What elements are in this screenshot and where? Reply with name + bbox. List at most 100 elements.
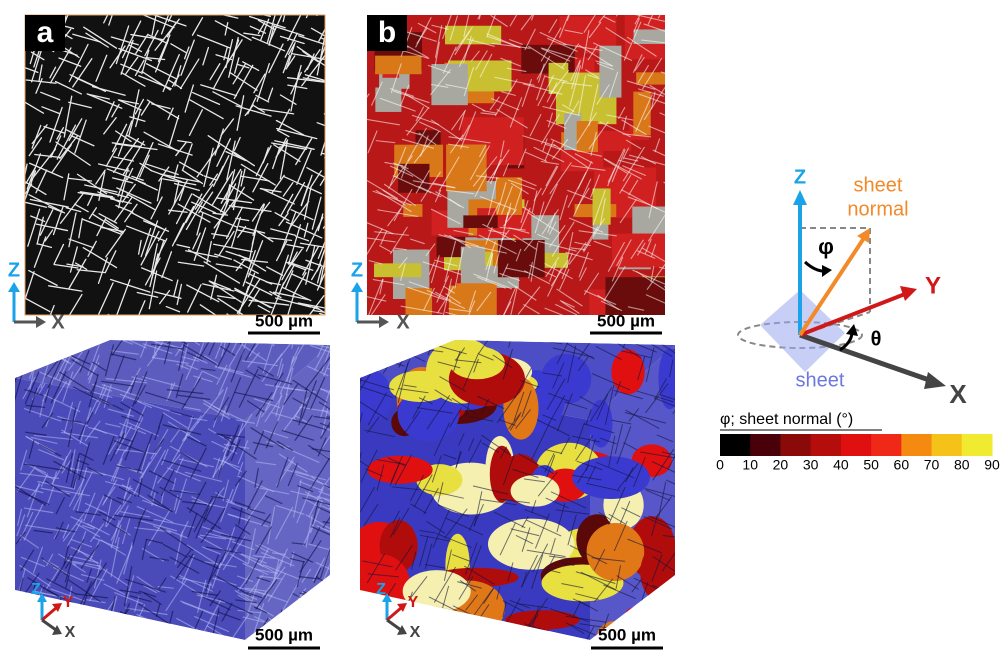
micrograph	[20, 0, 367, 332]
grain	[374, 263, 421, 277]
lamella	[82, 615, 97, 617]
lamella	[227, 314, 242, 324]
figure: a b 500 µm 500 µm Z X Z X 500 µm 500 µm …	[0, 0, 1007, 653]
grain	[463, 215, 497, 228]
axis-label: X	[396, 311, 410, 333]
angle-label: φ	[818, 234, 834, 259]
grain	[658, 348, 681, 409]
lamella	[327, 615, 353, 623]
lamella	[325, 261, 350, 264]
lamella	[322, 153, 351, 158]
colorbar-segment	[750, 434, 781, 456]
lamella	[293, 594, 321, 608]
lamella	[469, 642, 508, 648]
lamella	[151, 626, 178, 636]
lamella	[602, 0, 626, 14]
lamella	[665, 287, 695, 291]
axis-label: Y	[408, 594, 419, 611]
lamella	[191, 640, 229, 651]
lamella	[18, 325, 25, 336]
lamella	[135, 641, 159, 650]
axis-label: Z	[794, 166, 806, 188]
lamella	[449, 0, 455, 13]
lamella	[332, 467, 363, 487]
colorbar-segment	[841, 434, 872, 456]
lamella	[271, 0, 279, 10]
lamella	[36, 0, 39, 10]
lamella	[35, 328, 49, 365]
lamella	[660, 267, 699, 275]
lamella	[326, 612, 330, 630]
panel-label: a	[37, 16, 54, 49]
colorbar-segment	[962, 434, 993, 456]
colorbar-title: φ; sheet normal (°)	[720, 411, 853, 428]
lamella	[666, 276, 677, 298]
lamella	[296, 612, 333, 618]
lamella	[45, 341, 79, 361]
lamella	[90, 615, 102, 642]
lamella	[465, 624, 498, 644]
lamella	[108, 314, 142, 331]
lamella	[89, 609, 99, 623]
lamella	[96, 643, 112, 652]
lamella	[174, 635, 207, 653]
lamella	[402, 610, 414, 626]
lamella	[220, 638, 235, 645]
grain	[587, 523, 645, 581]
lamella	[19, 329, 34, 361]
lamella	[19, 631, 23, 643]
lamella	[332, 396, 363, 402]
lamella	[289, 617, 308, 625]
axis-label: X	[949, 379, 967, 409]
grain-map	[360, 0, 704, 334]
lamella	[43, 343, 46, 359]
scale-bar-label: 500 µm	[598, 625, 656, 644]
axis-label: Z	[351, 259, 363, 281]
colorbar-tick-label: 30	[803, 457, 819, 473]
lamella	[298, 618, 339, 624]
lamella	[318, 594, 339, 606]
lamella	[306, 602, 323, 604]
lamella	[664, 182, 685, 195]
colorbar-segment	[720, 434, 751, 456]
lamella	[545, 318, 563, 322]
lamella	[617, 0, 626, 16]
grain	[640, 542, 686, 604]
lamella	[32, 347, 45, 350]
lamella	[670, 252, 699, 257]
lamella	[409, 344, 413, 357]
vector-label: sheet	[854, 174, 903, 196]
lamella	[331, 600, 356, 613]
colorbar-segment	[932, 434, 963, 456]
lamella	[510, 320, 520, 335]
sheet-label: sheet	[796, 369, 845, 391]
lamella	[175, 0, 188, 13]
lamella	[330, 522, 344, 526]
axis-label: Z	[376, 581, 386, 598]
lamella	[483, 627, 506, 637]
lamella	[11, 612, 15, 632]
lamella	[679, 349, 712, 353]
micrograph-bg	[25, 15, 325, 315]
axis-label: Z	[8, 259, 20, 281]
lamella	[67, 0, 75, 16]
lamella	[496, 628, 499, 642]
lamella	[240, 311, 254, 344]
lamella	[110, 318, 128, 329]
colorbar-tick-label: 40	[833, 457, 849, 473]
lamella	[106, 625, 125, 631]
lamella	[161, 636, 186, 641]
lamella	[674, 350, 692, 359]
colorbar-tick-label: 20	[773, 457, 789, 473]
colorbar-tick-label: 60	[894, 457, 910, 473]
lamella	[12, 479, 15, 494]
lamella	[546, 632, 561, 642]
lamella	[15, 356, 25, 372]
colorbar-tick-label: 90	[984, 457, 1000, 473]
lamella	[371, 320, 378, 359]
lamella	[16, 325, 19, 342]
lamella	[304, 0, 323, 12]
lamella	[36, 326, 44, 354]
lamella	[317, 577, 342, 594]
lamella	[363, 342, 392, 361]
